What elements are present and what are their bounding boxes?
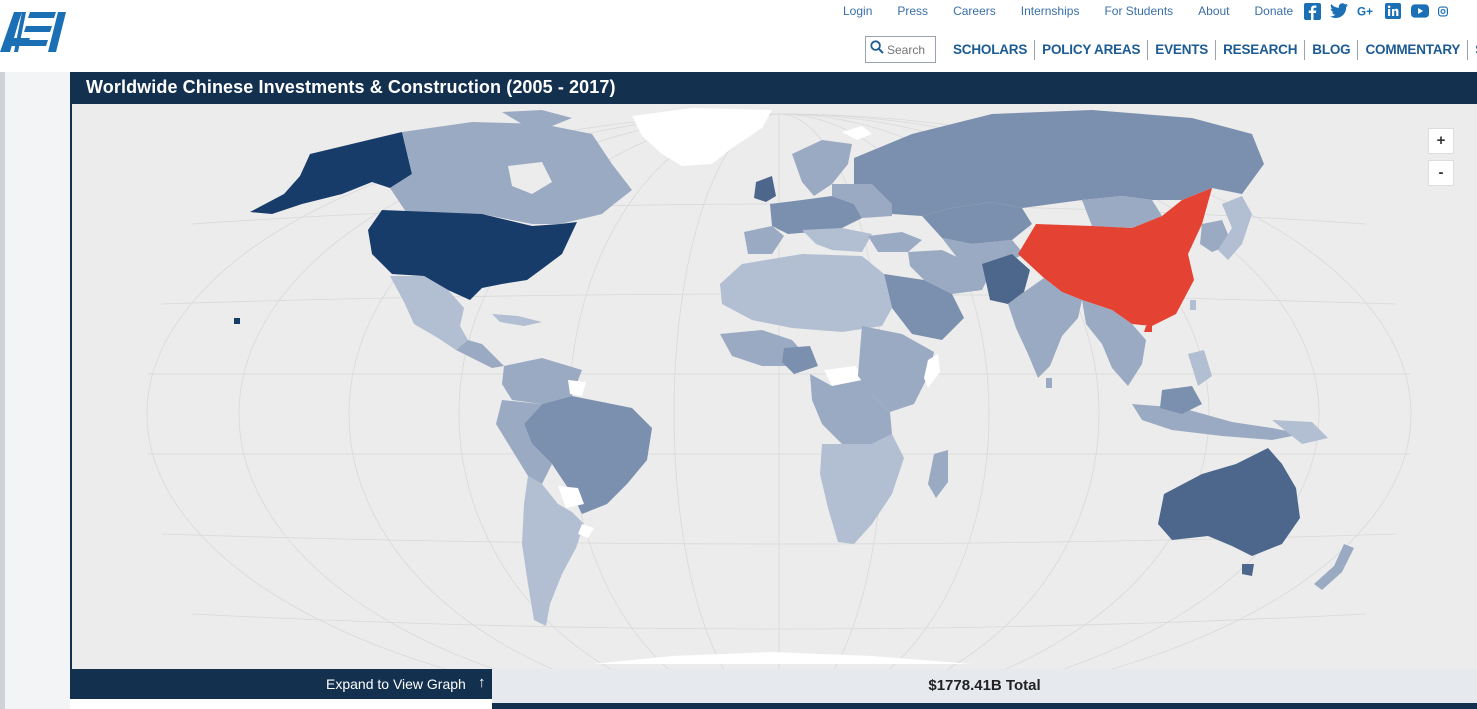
uruguay [578, 524, 594, 538]
site-header: Login Press Careers Internships For Stud… [0, 0, 1477, 72]
canada-north-islands[interactable] [502, 110, 572, 126]
alaska[interactable] [250, 132, 412, 214]
east-africa[interactable] [858, 326, 934, 412]
svalbard[interactable] [842, 126, 872, 140]
greenland[interactable] [632, 108, 772, 166]
central-african-republic[interactable] [824, 366, 862, 386]
nav-policy-areas[interactable]: POLICY AREAS [1035, 40, 1149, 60]
nav-scholars[interactable]: SCHOLARS [946, 40, 1036, 60]
kazakhstan[interactable] [922, 202, 1032, 244]
map-panel-header: Worldwide Chinese Investments & Construc… [70, 72, 1477, 104]
donate-link[interactable]: Donate [1254, 4, 1294, 18]
central-america[interactable] [456, 340, 504, 368]
social-links: G+ [1303, 2, 1448, 20]
horn-of-africa [924, 354, 940, 388]
hawaii[interactable] [234, 318, 240, 324]
eastern-europe[interactable] [832, 184, 892, 218]
brazil[interactable] [524, 396, 652, 514]
mongolia[interactable] [1082, 196, 1162, 228]
expand-graph-label[interactable]: Expand to View Graph [326, 676, 466, 692]
pakistan-afghanistan[interactable] [982, 254, 1030, 304]
search-box[interactable] [865, 36, 937, 63]
india[interactable] [1008, 278, 1082, 378]
nav-blog[interactable]: BLOG [1305, 40, 1359, 60]
caribbean[interactable] [492, 314, 542, 326]
southeast-asia-mainland[interactable] [1082, 300, 1146, 386]
search-input[interactable] [884, 42, 937, 57]
zoom-out-button[interactable]: - [1428, 160, 1454, 186]
iran-iraq[interactable] [908, 250, 992, 294]
about-link[interactable]: About [1198, 4, 1230, 18]
press-link[interactable]: Press [897, 4, 929, 18]
southern-africa[interactable] [820, 434, 904, 544]
guyana-region [568, 380, 586, 396]
china[interactable] [1018, 188, 1212, 326]
scandinavia[interactable] [792, 140, 852, 196]
internships-link[interactable]: Internships [1020, 4, 1080, 18]
youtube-icon[interactable] [1411, 2, 1429, 20]
new-zealand[interactable] [1314, 544, 1354, 590]
hudson-bay [508, 162, 552, 194]
taiwan[interactable] [1190, 300, 1196, 310]
turkey[interactable] [868, 232, 922, 252]
north-africa[interactable] [720, 254, 892, 332]
world-map[interactable]: + - [70, 104, 1477, 669]
colombia-venezuela[interactable] [502, 358, 582, 404]
map-title: Worldwide Chinese Investments & Construc… [86, 77, 616, 97]
sri-lanka[interactable] [1046, 378, 1052, 388]
nav-commentary[interactable]: COMMENTARY [1358, 40, 1469, 60]
total-bar: $1778.41B Total [492, 669, 1477, 703]
graph-drawer [70, 699, 492, 709]
facebook-icon[interactable] [1303, 2, 1321, 20]
saudi-arabia[interactable] [884, 274, 964, 340]
careers-link[interactable]: Careers [953, 4, 996, 18]
malaysia-borneo[interactable] [1160, 386, 1202, 414]
papua[interactable] [1272, 420, 1328, 444]
usa[interactable] [368, 210, 577, 300]
nav-subscribe[interactable]: SUBS [1468, 40, 1477, 60]
zoom-in-button[interactable]: + [1428, 128, 1454, 154]
italy-balkans[interactable] [802, 228, 872, 252]
russia[interactable] [854, 110, 1264, 216]
indonesia[interactable] [1132, 404, 1302, 440]
nigeria[interactable] [782, 346, 818, 374]
utility-nav: Login Press Careers Internships For Stud… [843, 3, 1311, 19]
paraguay[interactable] [558, 486, 584, 508]
nav-research[interactable]: RESEARCH [1216, 40, 1306, 60]
australia[interactable] [1158, 448, 1300, 556]
uk-ireland[interactable] [754, 176, 776, 202]
hainan[interactable] [1144, 324, 1152, 332]
login-link[interactable]: Login [843, 4, 873, 18]
search-icon [870, 40, 884, 59]
peru-bolivia[interactable] [496, 400, 552, 484]
up-arrow-icon[interactable]: ↑ [478, 674, 486, 691]
aei-logo[interactable] [0, 8, 72, 63]
main-nav: SCHOLARS POLICY AREAS EVENTS RESEARCH BL… [946, 40, 1477, 60]
for-students-link[interactable]: For Students [1104, 4, 1174, 18]
total-bar-border [492, 703, 1477, 709]
western-europe[interactable] [770, 196, 862, 234]
svg-text:G+: G+ [1357, 5, 1373, 18]
google-plus-icon[interactable]: G+ [1357, 2, 1375, 20]
central-africa[interactable] [810, 374, 892, 444]
nav-events[interactable]: EVENTS [1148, 40, 1217, 60]
map-graticule [146, 113, 1412, 669]
iberia[interactable] [744, 226, 784, 254]
madagascar[interactable] [928, 450, 948, 498]
left-gutter [5, 72, 70, 709]
mexico[interactable] [390, 276, 468, 350]
japan[interactable] [1218, 196, 1252, 260]
page-left-edge [0, 72, 5, 709]
twitter-icon[interactable] [1330, 2, 1348, 20]
antarctica [592, 652, 972, 664]
instagram-icon[interactable] [1438, 2, 1448, 20]
philippines[interactable] [1188, 350, 1212, 386]
argentina-chile[interactable] [522, 476, 584, 626]
linkedin-icon[interactable] [1384, 2, 1402, 20]
expand-graph-bar[interactable]: Expand to View Graph ↑ [70, 669, 492, 699]
total-value: $1778.41B Total [928, 677, 1041, 694]
tasmania[interactable] [1242, 564, 1254, 576]
